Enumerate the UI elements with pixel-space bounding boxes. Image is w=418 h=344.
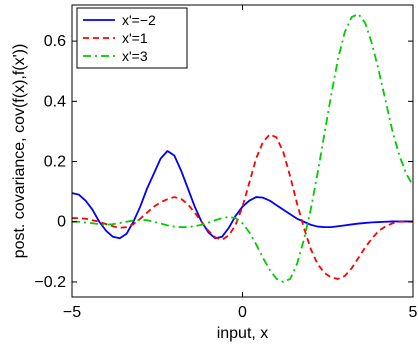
y-tick-label: 0.4 [44, 93, 66, 110]
legend-label: x'=−2 [122, 12, 156, 28]
series-line-1 [72, 150, 413, 240]
legend: x'=−2 x'=1 x'=3 [76, 7, 188, 69]
x-tick-label: 0 [238, 304, 247, 321]
y-tick-label: 0 [57, 214, 66, 231]
legend-label: x'=3 [122, 48, 148, 64]
x-tick-label: −5 [63, 304, 81, 321]
tick-layer: −5 0 5 −0.2 0 0.2 0.4 0.6 [34, 5, 418, 321]
y-tick-label: −0.2 [34, 274, 66, 291]
y-tick-label: 0.6 [44, 33, 66, 50]
series-line-3 [72, 13, 413, 283]
x-axis-label: input, x [217, 325, 269, 342]
y-axis-label: post. covariance, cov(f(x),f(x')) [11, 44, 28, 259]
series-line-2 [72, 133, 413, 280]
legend-label: x'=1 [122, 30, 148, 46]
series-layer [72, 13, 413, 283]
x-tick-label: 5 [409, 304, 418, 321]
y-tick-label: 0.2 [44, 154, 66, 171]
